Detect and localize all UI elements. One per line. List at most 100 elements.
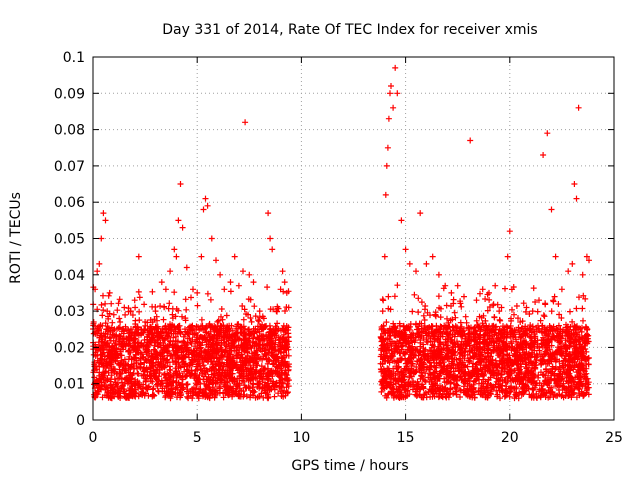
data-point [266, 349, 273, 356]
data-point [228, 342, 235, 349]
data-point [227, 384, 233, 391]
data-point [95, 339, 102, 346]
x-tick-label: 5 [193, 430, 202, 446]
data-point [198, 316, 205, 323]
data-point [270, 358, 277, 364]
data-point [228, 348, 234, 354]
data-point [170, 334, 177, 341]
y-tick-label: 0.03 [54, 304, 85, 320]
data-point [241, 306, 248, 313]
data-point [135, 288, 142, 295]
data-point [137, 355, 144, 362]
data-point [115, 324, 122, 331]
data-point [153, 356, 160, 363]
data-point [102, 333, 109, 340]
data-point [117, 333, 124, 340]
data-point [149, 378, 156, 385]
data-point [166, 376, 173, 383]
data-point [285, 304, 292, 311]
data-point [114, 307, 121, 314]
y-axis-label: ROTI / TECUs [8, 192, 24, 284]
data-point [214, 379, 221, 386]
data-point [133, 359, 140, 366]
data-point [248, 345, 255, 352]
data-point [107, 361, 114, 367]
data-point [161, 371, 168, 377]
data-point [234, 383, 241, 390]
data-point [202, 386, 209, 392]
data-point [131, 365, 138, 372]
data-point [264, 284, 271, 291]
data-point [182, 296, 189, 303]
x-tick-label: 25 [605, 430, 623, 446]
x-tick-label: 15 [397, 430, 415, 446]
data-point [228, 334, 235, 341]
data-point [170, 359, 176, 366]
data-point [121, 328, 128, 335]
data-point [227, 288, 234, 295]
data-point [240, 388, 247, 395]
data-point [99, 312, 106, 319]
data-point [122, 311, 129, 318]
data-point [205, 373, 212, 380]
data-point [195, 395, 202, 402]
data-point [104, 308, 111, 315]
data-point [183, 306, 190, 313]
data-point [122, 367, 129, 374]
data-point [213, 350, 219, 357]
data-point [98, 301, 105, 308]
data-point [279, 379, 286, 386]
data-point [149, 303, 156, 310]
data-point [98, 373, 105, 380]
data-point [218, 313, 224, 320]
data-point [157, 349, 163, 356]
data-point [149, 288, 156, 295]
data-point [199, 370, 206, 377]
data-point [149, 359, 156, 366]
data-point [194, 302, 201, 309]
data-point [165, 305, 172, 312]
data-point [254, 383, 261, 390]
data-point [96, 369, 103, 376]
data-point [205, 348, 212, 355]
data-point [188, 294, 194, 301]
data-point [201, 391, 208, 398]
y-tick-label: 0.09 [54, 86, 85, 102]
data-point [236, 380, 243, 387]
data-point [96, 327, 102, 334]
data-point [267, 306, 274, 313]
data-point [206, 384, 213, 391]
y-tick-label: 0.02 [54, 340, 85, 356]
data-point [180, 333, 187, 340]
data-point [252, 313, 259, 320]
data-point [140, 365, 147, 372]
data-point [169, 344, 176, 351]
data-point [112, 348, 119, 355]
data-point [147, 317, 154, 323]
data-point [111, 326, 118, 333]
data-point [98, 351, 105, 358]
data-point [168, 382, 175, 389]
data-point [99, 322, 106, 329]
data-point [114, 380, 121, 387]
data-point [136, 294, 143, 301]
data-point [92, 330, 99, 337]
data-point [245, 358, 252, 365]
data-point [207, 296, 214, 303]
data-point [115, 300, 122, 307]
data-point [199, 339, 206, 346]
data-point [174, 394, 180, 401]
data-point [201, 326, 208, 333]
data-point [283, 372, 290, 379]
data-point [142, 378, 149, 385]
data-point [109, 319, 116, 326]
data-point [124, 327, 130, 334]
data-point [98, 332, 105, 339]
data-point [264, 393, 271, 400]
data-point [247, 394, 254, 401]
data-point [184, 393, 191, 400]
data-point [274, 364, 280, 371]
data-point [90, 319, 97, 325]
data-point [123, 336, 130, 343]
